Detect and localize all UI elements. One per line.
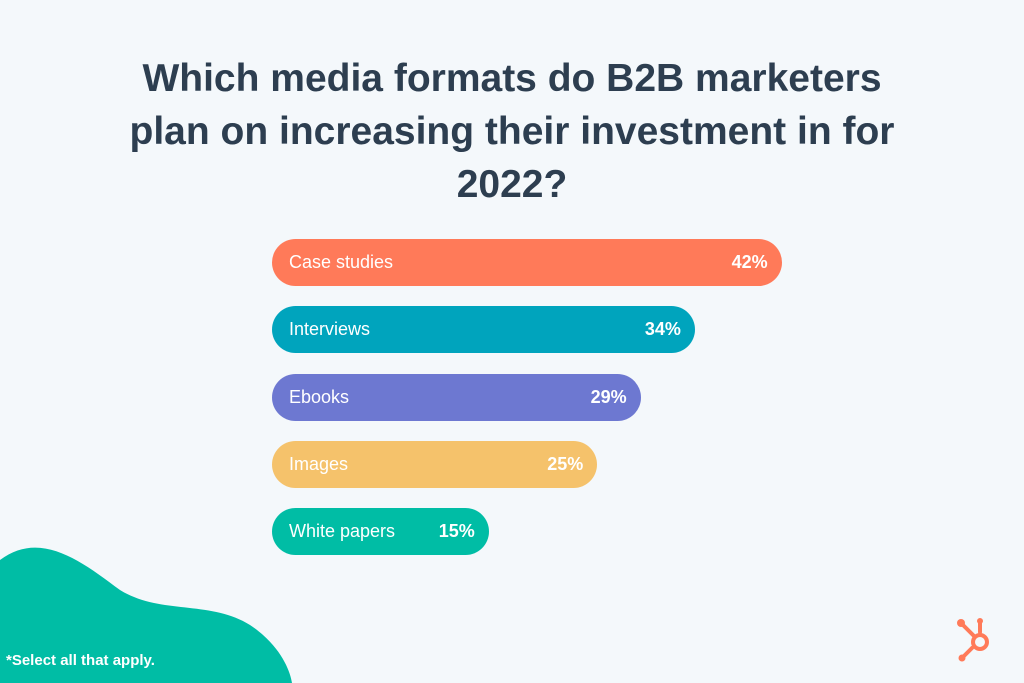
bar-case-studies: Case studies 42% bbox=[272, 239, 782, 286]
bar-label: Ebooks bbox=[289, 386, 350, 407]
bar-label: Interviews bbox=[289, 319, 371, 340]
bar-ebooks: Ebooks 29% bbox=[272, 373, 641, 421]
bar-label: White papers bbox=[289, 521, 396, 542]
bar-value-label: 42% bbox=[731, 252, 768, 272]
bar-images: Images 25% bbox=[272, 440, 598, 488]
bar-value-label: 29% bbox=[590, 386, 627, 407]
bar-value-label: 34% bbox=[644, 319, 681, 340]
chart-title: Which media formats do B2B marketers pla… bbox=[129, 57, 895, 206]
footnote: *Select all that apply. bbox=[6, 652, 155, 669]
bar-interviews: Interviews 34% bbox=[272, 306, 695, 354]
bar-label: Case studies bbox=[289, 252, 394, 272]
bar-value-label: 25% bbox=[547, 453, 584, 474]
hubspot-logo-icon bbox=[957, 618, 989, 662]
bar-label: Images bbox=[289, 453, 349, 474]
bar-value-label: 15% bbox=[438, 521, 475, 542]
bar-white-papers: White papers 15% bbox=[272, 508, 489, 556]
